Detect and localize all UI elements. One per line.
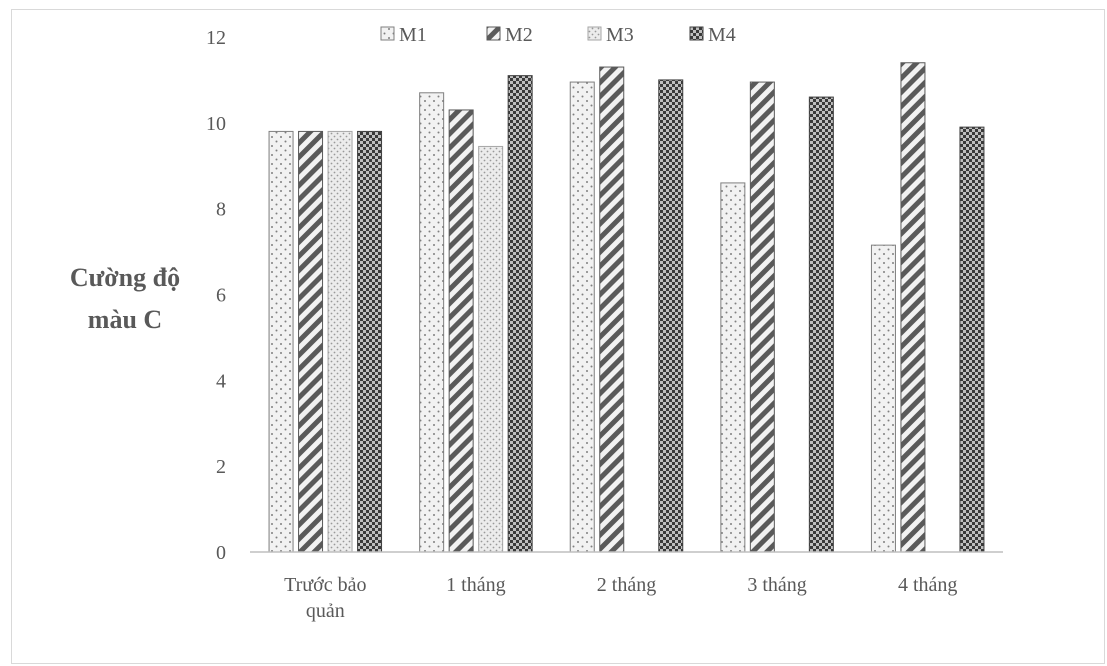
y-axis-ticks: 0 2 4 6 8 10 12 <box>206 27 226 564</box>
bar-M4-4 <box>959 126 985 553</box>
y-axis-label: Cường độ màu C <box>70 263 180 334</box>
x-tick-label-1-0: 1 tháng <box>446 574 505 596</box>
legend-label-M1: M1 <box>399 24 427 46</box>
legend-swatch-M3 <box>587 26 602 41</box>
bar-M2-0 <box>298 130 324 553</box>
bar-M1-1 <box>419 92 445 553</box>
bar-M4-1 <box>507 75 533 553</box>
bar-M3-1 <box>478 145 504 553</box>
x-tick-label-4-0: 4 tháng <box>898 574 957 596</box>
bar-M4-0 <box>357 130 383 553</box>
bar-M1-3 <box>720 182 746 553</box>
y-tick-label-2: 2 <box>216 456 226 478</box>
bar-M2-4 <box>900 62 926 553</box>
bar-M1-2 <box>569 81 595 553</box>
y-axis-label-line-1: Cường độ <box>70 263 180 292</box>
y-axis-label-line-2: màu C <box>88 305 162 334</box>
bar-M3-0 <box>327 130 353 553</box>
y-tick-label-10: 10 <box>206 113 226 135</box>
y-tick-label-8: 8 <box>216 199 226 221</box>
legend-swatch-M4 <box>689 26 704 41</box>
legend-label-M3: M3 <box>606 24 634 46</box>
y-tick-label-0: 0 <box>216 542 226 564</box>
legend-label-M4: M4 <box>708 24 736 46</box>
legend-swatch-M2 <box>486 26 501 41</box>
x-tick-label-2-0: 2 tháng <box>597 574 656 596</box>
legend-swatch-M1 <box>380 26 395 41</box>
x-tick-label-3-0: 3 tháng <box>747 574 806 596</box>
y-tick-label-12: 12 <box>206 27 226 49</box>
x-tick-label-0-1: quản <box>306 600 345 622</box>
bar-M4-2 <box>658 79 684 553</box>
bar-M2-2 <box>599 66 625 553</box>
bar-M1-4 <box>870 244 896 553</box>
y-tick-label-6: 6 <box>216 285 226 307</box>
x-tick-label-0-0: Trước bảo <box>284 574 366 596</box>
bar-M2-3 <box>749 81 775 553</box>
y-tick-label-4: 4 <box>216 370 226 392</box>
bar-M2-1 <box>448 109 474 553</box>
x-axis-labels: Trước bảo quản 1 tháng 2 tháng 3 tháng 4 thán… <box>284 574 957 622</box>
chart-legend: M1 M2 M3 M4 <box>380 24 736 46</box>
legend-label-M2: M2 <box>505 24 533 46</box>
bars-group <box>268 62 985 553</box>
bar-M4-3 <box>808 96 834 553</box>
bar-M1-0 <box>268 130 294 553</box>
